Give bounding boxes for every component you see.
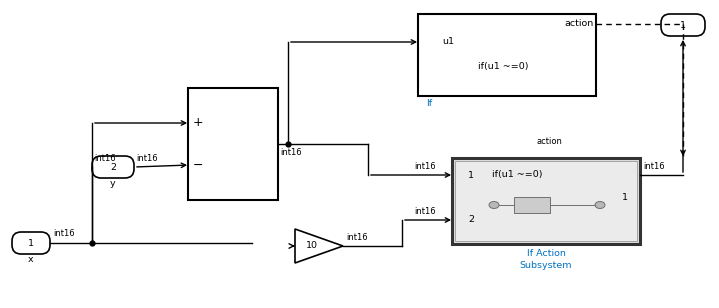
Bar [455, 161, 637, 241]
Bar [514, 197, 550, 213]
Bar [452, 158, 640, 244]
Ellipse shape [489, 201, 499, 209]
Text: if(u1 ~=0): if(u1 ~=0) [492, 171, 543, 180]
Text: action: action [536, 137, 562, 146]
Text: int16: int16 [414, 207, 436, 216]
Text: x: x [28, 256, 34, 265]
Bar [188, 88, 278, 200]
Text: int16: int16 [643, 162, 664, 171]
Text: int16: int16 [53, 229, 75, 238]
Text: if(u1 ~=0): if(u1 ~=0) [478, 62, 528, 71]
FancyBboxPatch shape [661, 14, 705, 36]
FancyBboxPatch shape [92, 156, 134, 178]
Text: Subsystem: Subsystem [520, 261, 572, 270]
Text: 1: 1 [680, 21, 686, 30]
Bar [418, 14, 596, 96]
Text: −: − [193, 159, 203, 172]
Text: If Action: If Action [526, 249, 565, 258]
FancyBboxPatch shape [12, 232, 50, 254]
Text: action: action [564, 19, 593, 29]
Text: 2: 2 [468, 216, 474, 225]
Polygon shape [295, 229, 343, 263]
Text: int16: int16 [414, 162, 436, 171]
Text: int16: int16 [136, 154, 157, 163]
Text: int16: int16 [94, 154, 116, 163]
Text: If: If [426, 99, 432, 108]
Text: int16: int16 [280, 148, 302, 157]
Text: 2: 2 [110, 163, 116, 172]
Text: 1: 1 [468, 171, 474, 180]
Text: 10: 10 [306, 241, 319, 250]
Text: u1: u1 [442, 38, 454, 47]
Text: 1: 1 [622, 193, 628, 202]
Text: int16: int16 [346, 233, 367, 242]
Ellipse shape [595, 201, 605, 209]
Text: y: y [110, 180, 116, 188]
Text: +: + [193, 116, 203, 129]
Text: 1: 1 [28, 238, 34, 248]
